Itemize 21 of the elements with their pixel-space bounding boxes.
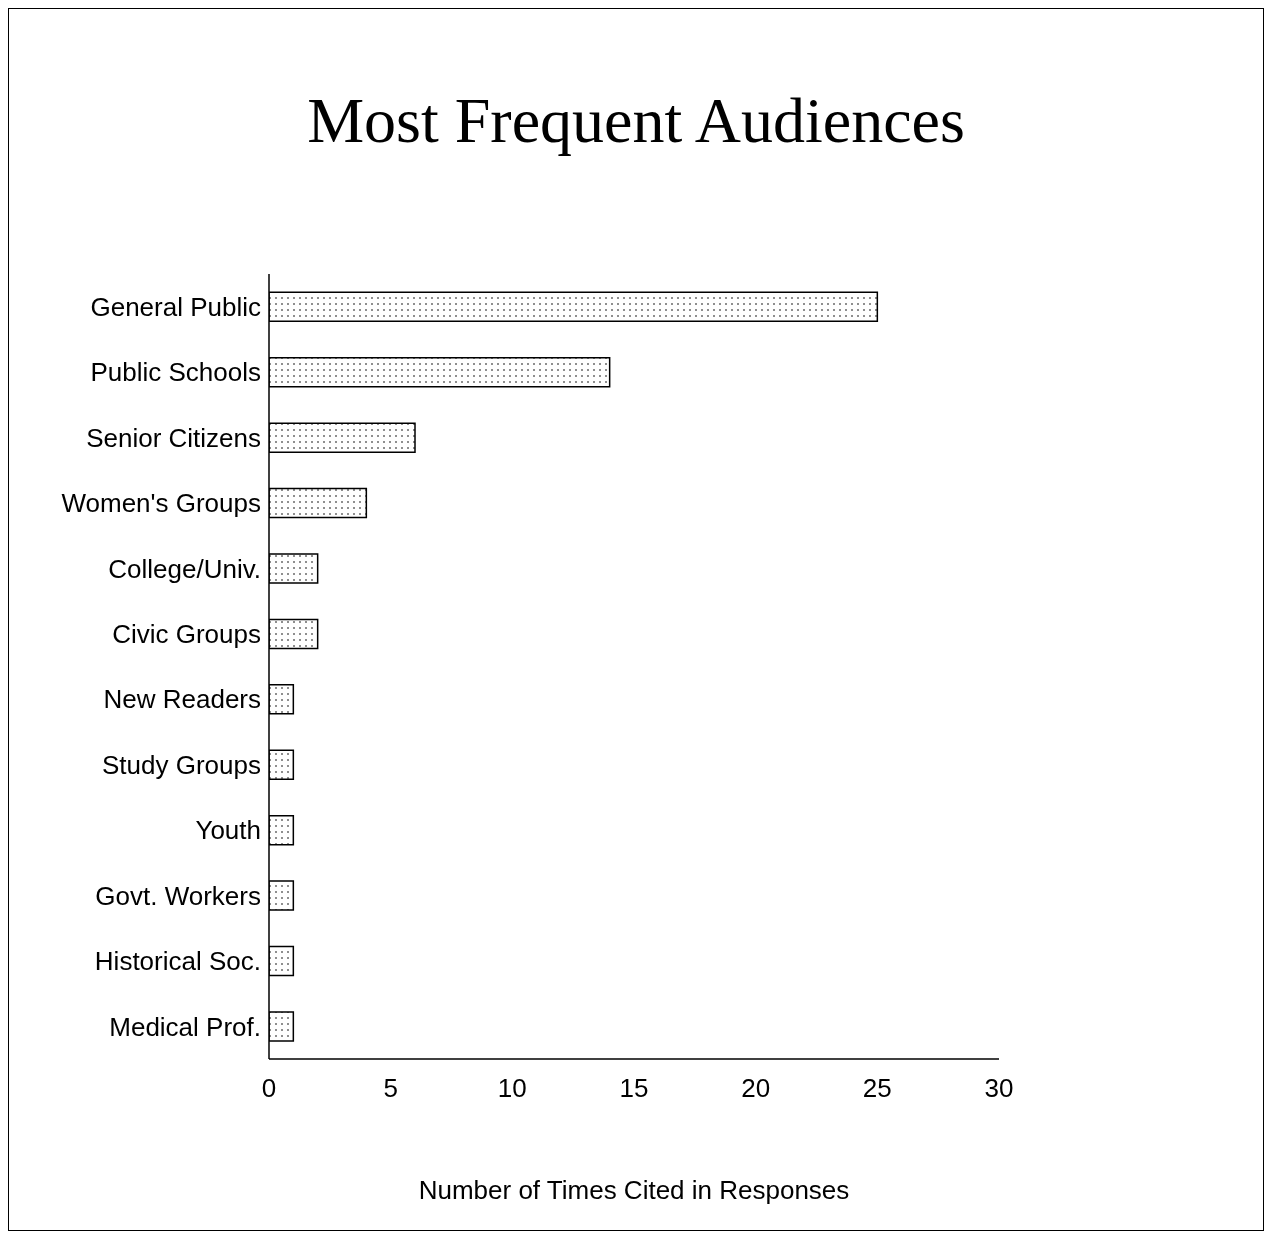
y-tick-label: Senior Citizens [86,422,261,453]
x-tick-label: 10 [497,1073,527,1104]
y-tick-label: Public Schools [90,357,261,388]
y-tick-label: Civic Groups [112,619,261,650]
y-tick-label: General Public [90,291,261,322]
x-tick-label: 30 [984,1073,1014,1104]
x-tick-label: 25 [862,1073,892,1104]
y-tick-label: New Readers [103,684,261,715]
x-tick-label: 15 [619,1073,649,1104]
y-tick-label: Medical Prof. [109,1011,261,1042]
x-tick-label: 0 [261,1073,277,1104]
x-tick-label: 20 [741,1073,771,1104]
y-tick-label: Historical Soc. [94,946,261,977]
chart-title: Most Frequent Audiences [306,84,966,158]
y-tick-label: Govt. Workers [95,880,261,911]
x-axis-title: Number of Times Cited in Responses [418,1175,850,1205]
y-tick-label: College/Univ. [108,553,261,584]
x-tick-label: 5 [383,1073,398,1104]
y-tick-label: Women's Groups [61,488,261,519]
y-tick-label: Study Groups [102,749,261,780]
y-tick-label: Youth [195,815,261,846]
